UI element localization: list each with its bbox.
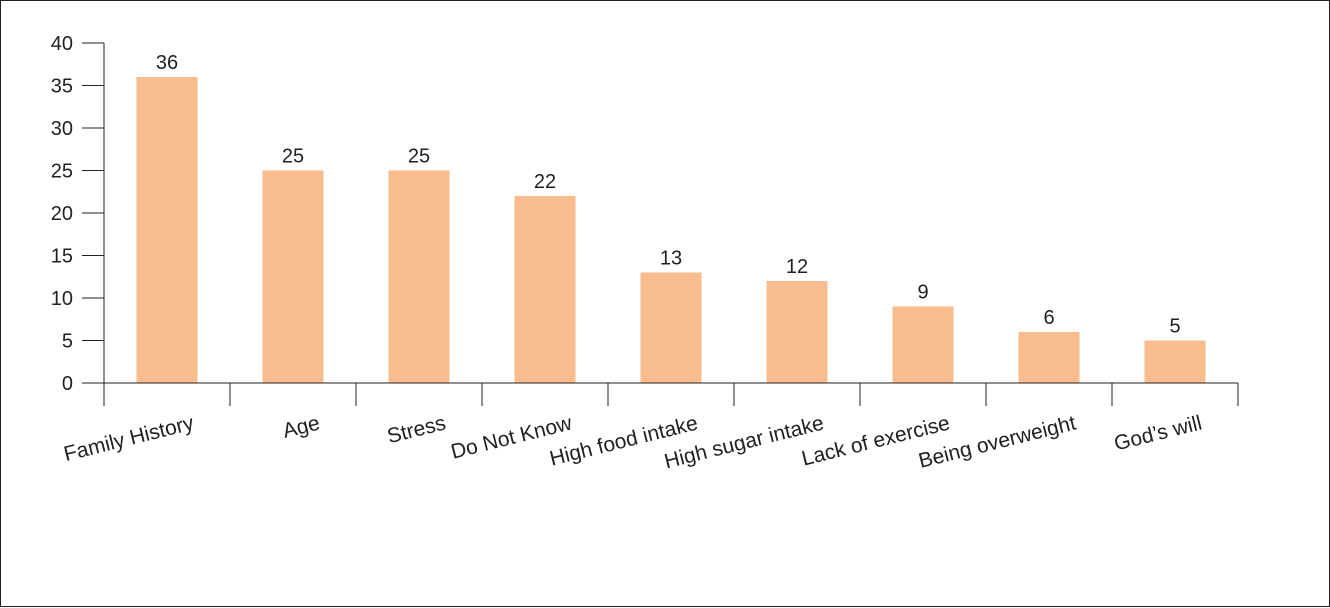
x-tick-label: Stress — [385, 412, 448, 449]
bar — [262, 170, 324, 383]
y-tick-label: 20 — [51, 203, 73, 225]
data-label: 5 — [1169, 316, 1180, 338]
data-label: 36 — [156, 52, 178, 74]
bar — [388, 170, 450, 383]
data-label: 25 — [408, 146, 430, 168]
bar — [136, 77, 198, 383]
y-tick-label: 35 — [51, 76, 73, 98]
y-tick-label: 10 — [51, 288, 73, 310]
x-tick-label: God’s will — [1112, 412, 1204, 456]
y-tick-label: 0 — [62, 373, 73, 395]
x-tick-label: Age — [280, 412, 322, 443]
bar — [892, 306, 954, 383]
y-tick-label: 5 — [62, 331, 73, 353]
data-label: 6 — [1043, 307, 1054, 329]
bar — [514, 196, 576, 383]
bar — [1144, 340, 1206, 383]
data-label: 22 — [534, 171, 556, 193]
bar — [766, 281, 828, 383]
bar — [1018, 332, 1080, 383]
data-label: 9 — [917, 282, 928, 304]
y-tick-label: 25 — [51, 161, 73, 183]
data-label: 25 — [282, 146, 304, 168]
y-tick-label: 30 — [51, 118, 73, 140]
bar — [640, 272, 702, 383]
data-label: 13 — [660, 248, 682, 270]
data-label: 12 — [786, 256, 808, 278]
x-tick-label: Family History — [62, 411, 197, 466]
y-tick-label: 15 — [51, 246, 73, 268]
y-tick-label: 40 — [51, 33, 73, 55]
